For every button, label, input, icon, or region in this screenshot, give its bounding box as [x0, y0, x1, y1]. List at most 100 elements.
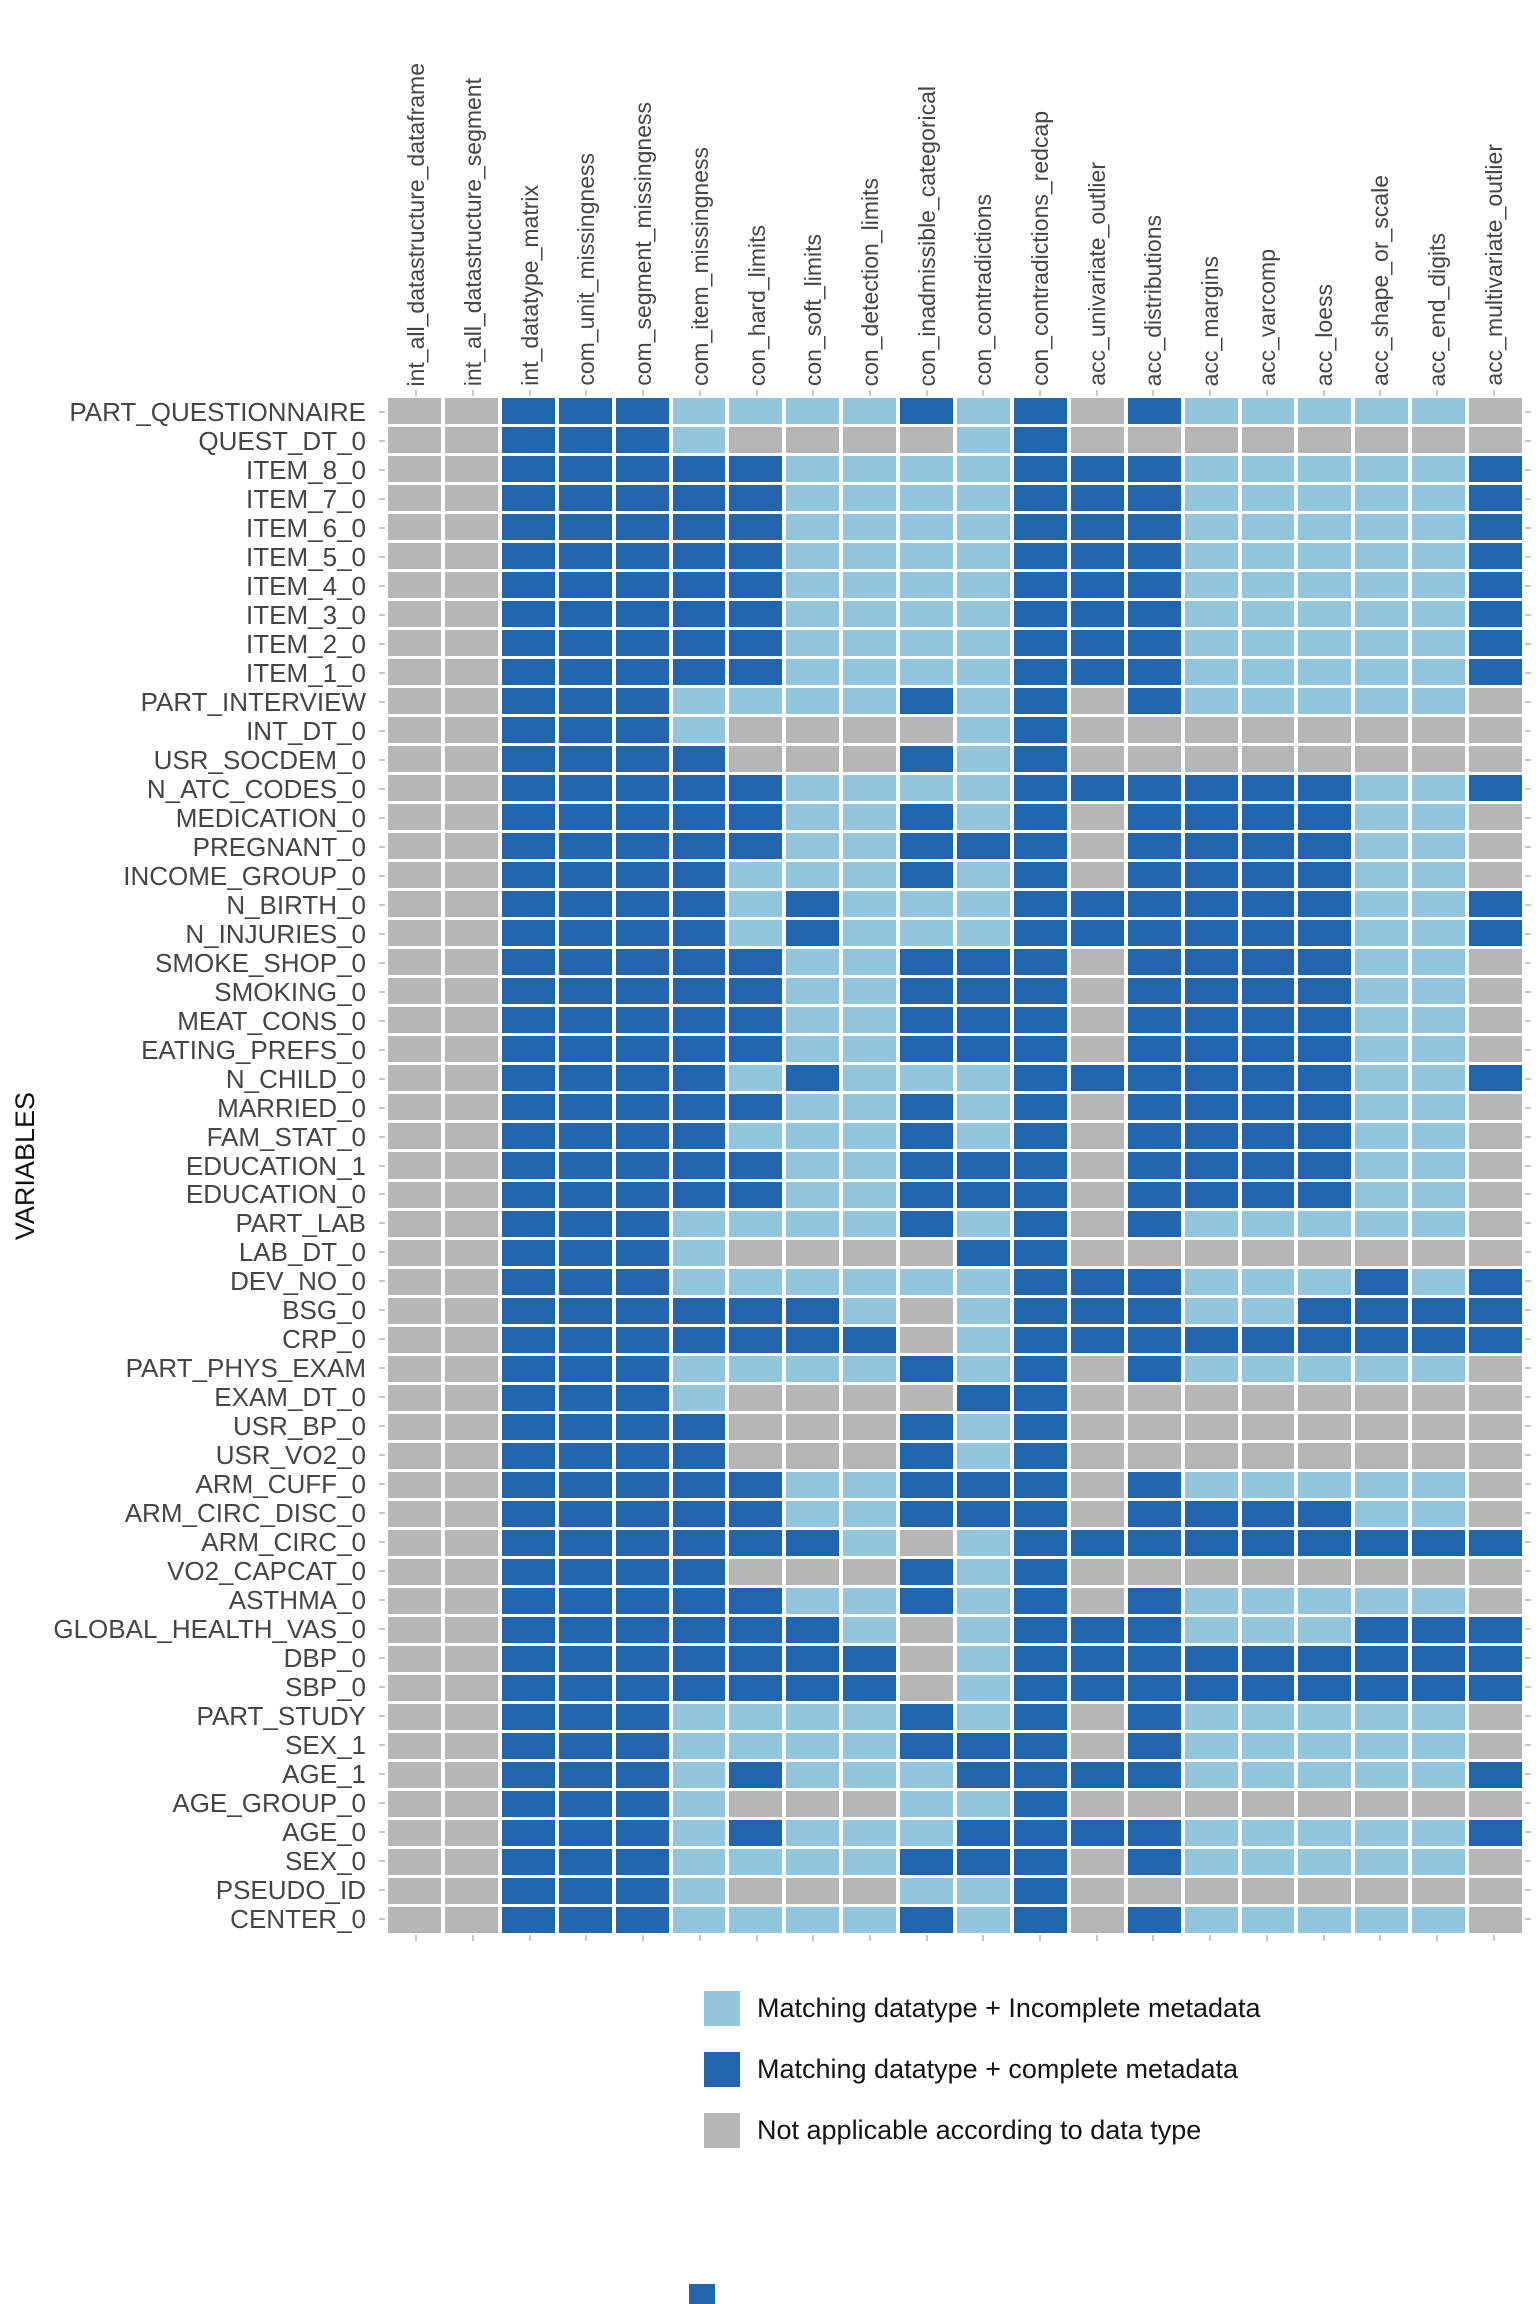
heatmap-cell: [1013, 1384, 1067, 1411]
heatmap-cell: [1355, 514, 1409, 541]
heatmap-cell: [1241, 398, 1295, 425]
tick-mark: [1525, 556, 1531, 559]
heatmap-cell: [957, 1587, 1010, 1614]
heatmap-cell: [1013, 688, 1067, 715]
tick-mark: [379, 1627, 385, 1630]
tick-mark: [642, 390, 645, 396]
heatmap-cell: [900, 1558, 953, 1585]
heatmap-cell: [1412, 630, 1466, 657]
heatmap-cell: [843, 1181, 897, 1208]
heatmap-cell: [786, 1297, 840, 1324]
heatmap-cell: [786, 1819, 840, 1846]
heatmap-cell: [501, 514, 555, 541]
heatmap-cell: [388, 1384, 441, 1411]
heatmap-cell: [729, 1007, 783, 1034]
heatmap-cell: [1469, 1355, 1522, 1382]
heatmap-cell: [1355, 1848, 1409, 1875]
heatmap-cell: [786, 485, 840, 512]
heatmap-cell: [672, 746, 726, 773]
heatmap-cell: [388, 1181, 441, 1208]
heatmap-cell: [786, 659, 840, 686]
heatmap-cell: [1355, 1413, 1409, 1440]
heatmap-cell: [1184, 746, 1238, 773]
heatmap-cell: [843, 1819, 897, 1846]
heatmap-cell: [1184, 427, 1238, 454]
heatmap-cell: [615, 949, 669, 976]
heatmap-cell: [1184, 1674, 1238, 1701]
heatmap-cell: [729, 1268, 783, 1295]
tick-mark: [925, 1935, 928, 1941]
row-label: MARRIED_0: [217, 1092, 366, 1123]
heatmap-cell: [1241, 543, 1295, 570]
heatmap-cell: [900, 978, 953, 1005]
heatmap-cell: [1298, 1790, 1352, 1817]
heatmap-cell: [1127, 485, 1181, 512]
heatmap-cell: [786, 833, 840, 860]
heatmap-cell: [900, 1355, 953, 1382]
heatmap-cell: [444, 1094, 498, 1121]
heatmap-cell: [1355, 398, 1409, 425]
heatmap-cell: [558, 1761, 612, 1788]
heatmap-cell: [388, 1007, 441, 1034]
heatmap-cell: [672, 1848, 726, 1875]
heatmap-cell: [1127, 1152, 1181, 1179]
heatmap-cell: [1070, 1819, 1124, 1846]
heatmap-cell: [1127, 427, 1181, 454]
heatmap-cell: [1469, 775, 1522, 802]
heatmap-cell: [1469, 1442, 1522, 1469]
tick-mark: [1209, 390, 1212, 396]
heatmap-cell: [786, 1471, 840, 1498]
heatmap-cell: [1412, 1906, 1466, 1933]
row-label: PART_QUESTIONNAIRE: [69, 397, 366, 428]
tick-mark: [472, 390, 475, 396]
heatmap-cell: [843, 775, 897, 802]
heatmap-cell: [729, 1326, 783, 1353]
heatmap-cell: [1127, 688, 1181, 715]
heatmap-cell: [786, 1616, 840, 1643]
heatmap-cell: [1298, 1297, 1352, 1324]
heatmap-cell: [843, 920, 897, 947]
row-label: EATING_PREFS_0: [141, 1034, 366, 1065]
heatmap-cell: [786, 1094, 840, 1121]
heatmap-cell: [843, 1384, 897, 1411]
heatmap-cell: [1184, 688, 1238, 715]
heatmap-cell: [388, 1442, 441, 1469]
heatmap-cell: [1355, 1500, 1409, 1527]
heatmap-cell: [672, 427, 726, 454]
heatmap-cell: [1469, 949, 1522, 976]
legend-swatch-incomplete: [704, 1991, 740, 2026]
heatmap-cell: [1412, 659, 1466, 686]
heatmap-cell: [1070, 1761, 1124, 1788]
heatmap-cell: [786, 1906, 840, 1933]
heatmap-cell: [1298, 1906, 1352, 1933]
column-label: con_hard_limits: [743, 224, 770, 386]
heatmap-cell: [957, 891, 1010, 918]
heatmap-cell: [1298, 775, 1352, 802]
heatmap-cell: [672, 1181, 726, 1208]
heatmap-cell: [786, 920, 840, 947]
heatmap-cell: [1298, 1355, 1352, 1382]
heatmap-cell: [1412, 427, 1466, 454]
heatmap-cell: [444, 1500, 498, 1527]
heatmap-cell: [444, 1268, 498, 1295]
tick-mark: [379, 1048, 385, 1051]
heatmap-cell: [1127, 1558, 1181, 1585]
heatmap-cell: [1241, 1761, 1295, 1788]
tick-mark: [1492, 1935, 1495, 1941]
heatmap-cell: [957, 485, 1010, 512]
heatmap-cell: [615, 1413, 669, 1440]
heatmap-cell: [1469, 659, 1522, 686]
heatmap-cell: [843, 804, 897, 831]
heatmap-cell: [558, 630, 612, 657]
heatmap-cell: [1241, 1210, 1295, 1237]
heatmap-cell: [388, 1906, 441, 1933]
heatmap-cell: [786, 427, 840, 454]
tick-mark: [868, 390, 871, 396]
heatmap-cell: [1013, 514, 1067, 541]
heatmap-cell: [558, 1703, 612, 1730]
heatmap-cell: [615, 427, 669, 454]
tick-mark: [379, 787, 385, 790]
row-label: EDUCATION_1: [185, 1150, 366, 1181]
heatmap-cell: [615, 659, 669, 686]
row-label: ITEM_2_0: [246, 629, 366, 660]
